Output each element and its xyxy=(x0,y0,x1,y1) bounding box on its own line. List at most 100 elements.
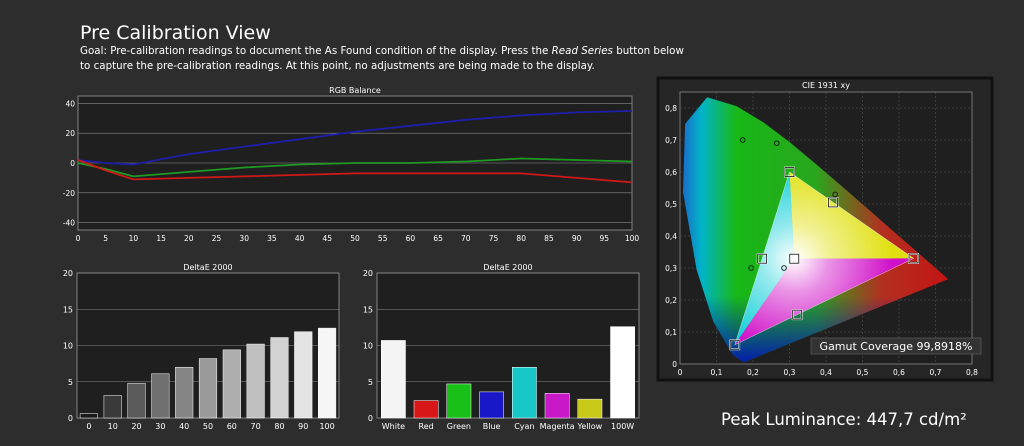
y-tick-label: 0 xyxy=(368,414,373,423)
color-label-white: White xyxy=(382,422,405,431)
grayscale-bar-90 xyxy=(294,331,313,419)
y-tick-label: 0 xyxy=(70,159,75,168)
y-tick-label: -40 xyxy=(63,219,75,228)
goal-text-prefix: Goal: Pre-calibration readings to docume… xyxy=(80,45,552,57)
measured-point-blue xyxy=(729,339,740,350)
x-tick-label: 40 xyxy=(295,234,305,243)
grayscale-bar-80 xyxy=(270,337,289,419)
y-tick-label: 10 xyxy=(63,342,73,351)
x-tick-label: 100 xyxy=(625,234,640,243)
goal-text-suffix: button below to capture the pre-calibrat… xyxy=(80,45,684,72)
x-tick-label: 70 xyxy=(461,234,471,243)
grayscale-bar-70 xyxy=(246,343,265,419)
series-red-line xyxy=(77,159,633,184)
x-tick-label: 5 xyxy=(103,234,108,243)
target-point xyxy=(832,191,838,198)
page-title: Pre Calibration View xyxy=(80,22,271,44)
color-label-100w: 100W xyxy=(611,422,634,431)
peak-luminance: Peak Luminance: 447,7 cd/m² xyxy=(721,410,967,429)
y-tick-label: 0,2 xyxy=(665,296,677,305)
grayscale-bar-50 xyxy=(198,358,218,419)
y-tick-label: 0 xyxy=(672,360,677,369)
color-bar-blue xyxy=(479,391,504,419)
gamut-outline xyxy=(734,171,915,346)
grayscale-label-90: 90 xyxy=(298,422,308,431)
grayscale-bar-0 xyxy=(79,413,98,419)
y-tick-label: 20 xyxy=(65,129,75,138)
chart-title: DeltaE 2000 xyxy=(483,263,532,272)
color-bar-red xyxy=(413,400,439,419)
x-tick-label: 0 xyxy=(76,234,81,243)
color-bar-100w xyxy=(610,326,635,419)
y-tick-label: 40 xyxy=(65,99,75,108)
x-tick-label: 75 xyxy=(489,234,499,243)
grayscale-label-50: 50 xyxy=(203,422,213,431)
chart-title: CIE 1931 xy xyxy=(802,81,850,90)
x-tick-label: 30 xyxy=(239,234,249,243)
color-label-green: Green xyxy=(447,422,471,431)
chart-title: DeltaE 2000 xyxy=(183,263,232,272)
y-tick-label: 15 xyxy=(63,305,73,314)
target-point xyxy=(773,140,780,146)
x-tick-label: 85 xyxy=(544,234,554,243)
grayscale-label-0: 0 xyxy=(86,422,91,431)
y-tick-label: 0,6 xyxy=(665,168,677,177)
x-tick-label: 0,1 xyxy=(711,368,723,377)
measured-point-yellow xyxy=(828,197,838,208)
x-tick-label: 20 xyxy=(184,234,194,243)
x-tick-label: 45 xyxy=(323,234,333,243)
x-tick-label: 80 xyxy=(516,234,526,243)
x-tick-label: 0,4 xyxy=(820,368,832,377)
y-tick-label: 0,8 xyxy=(665,104,677,113)
color-bar-yellow xyxy=(577,398,603,419)
series-blue-line xyxy=(77,110,633,166)
x-tick-label: 50 xyxy=(350,234,360,243)
color-label-yellow: Yellow xyxy=(577,422,603,431)
goal-text: Goal: Pre-calibration readings to docume… xyxy=(80,44,690,73)
y-tick-label: 0,1 xyxy=(665,328,677,337)
measured-point-cyan xyxy=(757,253,768,264)
measured-point-white xyxy=(789,253,800,264)
gamut-coverage-label: Gamut Coverage 99,8918% xyxy=(820,340,973,353)
grayscale-label-30: 30 xyxy=(155,422,165,431)
x-tick-label: 55 xyxy=(378,234,388,243)
y-tick-label: 20 xyxy=(63,269,73,278)
y-tick-label: 5 xyxy=(368,378,373,387)
target-point xyxy=(740,137,746,143)
grayscale-bar-10 xyxy=(103,395,122,419)
x-tick-label: 60 xyxy=(406,234,416,243)
target-point xyxy=(748,265,754,271)
grayscale-bar-100 xyxy=(318,327,337,419)
x-tick-label: 65 xyxy=(433,234,443,243)
color-bar-green xyxy=(446,383,472,419)
y-tick-label: 10 xyxy=(363,342,373,351)
x-tick-label: 25 xyxy=(212,234,222,243)
x-tick-label: 90 xyxy=(572,234,582,243)
y-tick-label: 20 xyxy=(363,269,373,278)
x-tick-label: 0 xyxy=(678,368,683,377)
x-tick-label: 0,2 xyxy=(747,368,759,377)
measured-point-green xyxy=(784,167,795,177)
y-tick-label: 0 xyxy=(68,414,73,423)
gamut-coverage-box xyxy=(810,337,982,355)
y-tick-label: 0,7 xyxy=(665,136,677,145)
grayscale-bar-30 xyxy=(151,373,170,419)
grayscale-bar-60 xyxy=(222,349,241,419)
grayscale-bar-20 xyxy=(127,382,146,419)
cie-1931-chart: CIE 1931 xy 0 0,1 0,2 0,3 0,4 0,5 0,6 0,7 0,8 0 0,1… xyxy=(656,76,994,382)
deltae-grayscale-chart: DeltaE 2000 0 5 10 15 20 0 10 20 30 40 50 60 70 80 90 10… xyxy=(63,263,340,431)
grayscale-label-10: 10 xyxy=(108,422,118,431)
x-tick-label: 0,5 xyxy=(857,368,869,377)
grayscale-label-20: 20 xyxy=(131,422,141,431)
deltae-colors-chart: DeltaE 2000 0 5 10 15 20 White Red Green Blue Cyan… xyxy=(363,263,640,431)
x-tick-label: 35 xyxy=(267,234,277,243)
y-tick-label: 0,5 xyxy=(665,200,677,209)
y-tick-label: 0,3 xyxy=(665,264,677,273)
chart-title: RGB Balance xyxy=(329,86,381,95)
gamut-white-glow xyxy=(734,172,914,345)
x-tick-label: 0,6 xyxy=(893,368,905,377)
measured-point-magenta xyxy=(792,309,803,320)
read-series-emphasis: Read Series xyxy=(551,45,613,57)
grayscale-label-100: 100 xyxy=(319,422,334,431)
